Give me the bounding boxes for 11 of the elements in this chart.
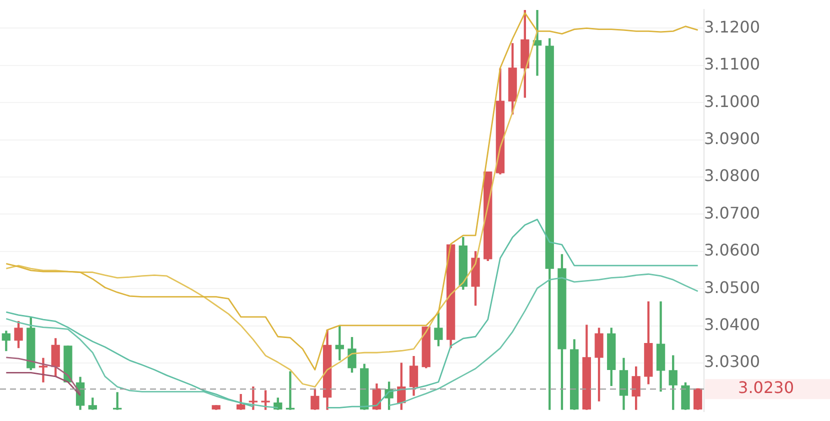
- y-tick-label: 3.0800: [704, 166, 760, 186]
- y-tick-label: 3.0600: [704, 240, 760, 260]
- y-tick-label: 3.1200: [704, 17, 760, 36]
- ref-line-label: 3.0230: [738, 378, 794, 398]
- y-tick-label: 3.0500: [704, 278, 760, 297]
- y-tick-label: 3.1100: [704, 54, 760, 74]
- y-tick-label: 3.0700: [704, 203, 760, 222]
- y-tick-label: 3.0900: [704, 128, 760, 148]
- y-tick-label: 3.0300: [704, 352, 760, 372]
- y-tick-label: 3.1000: [704, 92, 760, 111]
- y-tick-label: 3.0400: [704, 314, 760, 334]
